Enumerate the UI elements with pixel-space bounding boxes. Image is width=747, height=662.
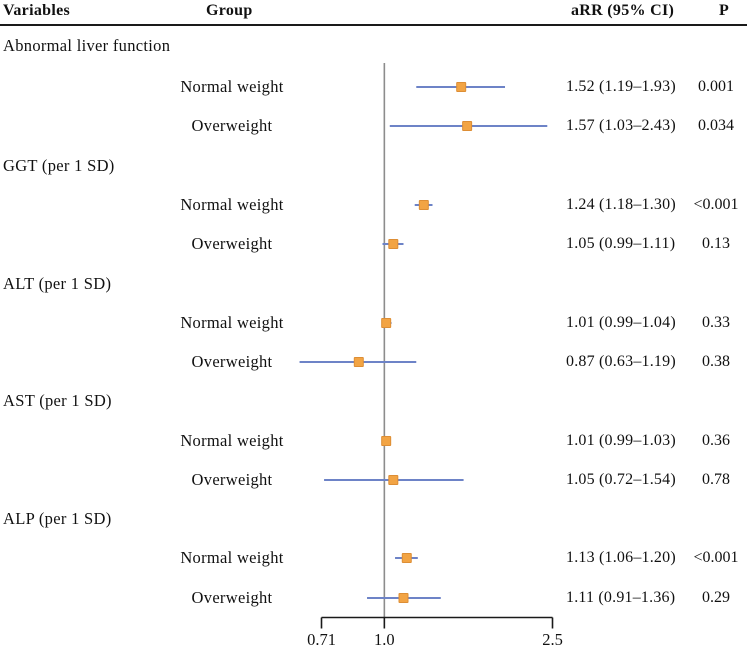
arr-ci-value: 1.01 (0.99–1.04) bbox=[566, 314, 676, 331]
header-divider bbox=[0, 24, 747, 26]
point-estimate-marker bbox=[418, 200, 429, 210]
group-label: Normal weight bbox=[180, 313, 284, 332]
arr-ci-value: 1.05 (0.72–1.54) bbox=[566, 471, 676, 488]
arr-ci-value: 0.87 (0.63–1.19) bbox=[566, 353, 676, 370]
group-label: Normal weight bbox=[180, 195, 284, 214]
x-tick-label: 1.0 bbox=[374, 630, 395, 649]
column-header-variables: Variables bbox=[3, 2, 71, 19]
p-value: 0.33 bbox=[702, 314, 730, 331]
p-value: 0.001 bbox=[698, 78, 734, 95]
arr-ci-value: 1.05 (0.99–1.11) bbox=[566, 235, 676, 252]
arr-ci-value: 1.13 (1.06–1.20) bbox=[566, 549, 676, 566]
group-label: Overweight bbox=[191, 470, 273, 489]
x-tick-label: 2.5 bbox=[542, 630, 563, 649]
point-estimate-marker bbox=[388, 475, 399, 485]
group-label: Overweight bbox=[191, 588, 273, 607]
group-label: Overweight bbox=[191, 116, 273, 135]
point-estimate-marker bbox=[401, 553, 412, 563]
p-value: <0.001 bbox=[693, 549, 739, 566]
p-value: 0.13 bbox=[702, 235, 730, 252]
variable-section-label: ALP (per 1 SD) bbox=[3, 509, 112, 528]
point-estimate-marker bbox=[456, 82, 467, 92]
group-label: Overweight bbox=[191, 352, 273, 371]
p-value: 0.034 bbox=[698, 117, 734, 134]
point-estimate-marker bbox=[381, 318, 392, 328]
group-label: Normal weight bbox=[180, 431, 284, 450]
p-value: 0.78 bbox=[702, 471, 730, 488]
point-estimate-marker bbox=[381, 436, 392, 446]
point-estimate-marker bbox=[388, 239, 399, 249]
column-header-group: Group bbox=[206, 2, 253, 19]
arr-ci-value: 1.11 (0.91–1.36) bbox=[566, 589, 676, 606]
p-value: <0.001 bbox=[693, 196, 739, 213]
x-tick-label: 0.71 bbox=[307, 630, 336, 649]
arr-ci-value: 1.57 (1.03–2.43) bbox=[566, 117, 676, 134]
variable-section-label: Abnormal liver function bbox=[3, 36, 171, 55]
point-estimate-marker bbox=[353, 357, 364, 367]
point-estimate-marker bbox=[462, 121, 473, 131]
group-label: Normal weight bbox=[180, 548, 284, 567]
variable-section-label: GGT (per 1 SD) bbox=[3, 156, 115, 175]
column-header-p: P bbox=[718, 2, 730, 19]
variable-section-label: ALT (per 1 SD) bbox=[3, 274, 112, 293]
group-label: Overweight bbox=[191, 234, 273, 253]
variable-section-label: AST (per 1 SD) bbox=[3, 391, 112, 410]
p-value: 0.29 bbox=[702, 589, 730, 606]
p-value: 0.36 bbox=[702, 432, 730, 449]
arr-ci-value: 1.24 (1.18–1.30) bbox=[566, 196, 676, 213]
arr-ci-value: 1.01 (0.99–1.03) bbox=[566, 432, 676, 449]
arr-ci-value: 1.52 (1.19–1.93) bbox=[566, 78, 676, 95]
p-value: 0.38 bbox=[702, 353, 730, 370]
column-header-arr: aRR (95% CI) bbox=[571, 2, 675, 19]
group-label: Normal weight bbox=[180, 77, 284, 96]
point-estimate-marker bbox=[398, 593, 409, 603]
